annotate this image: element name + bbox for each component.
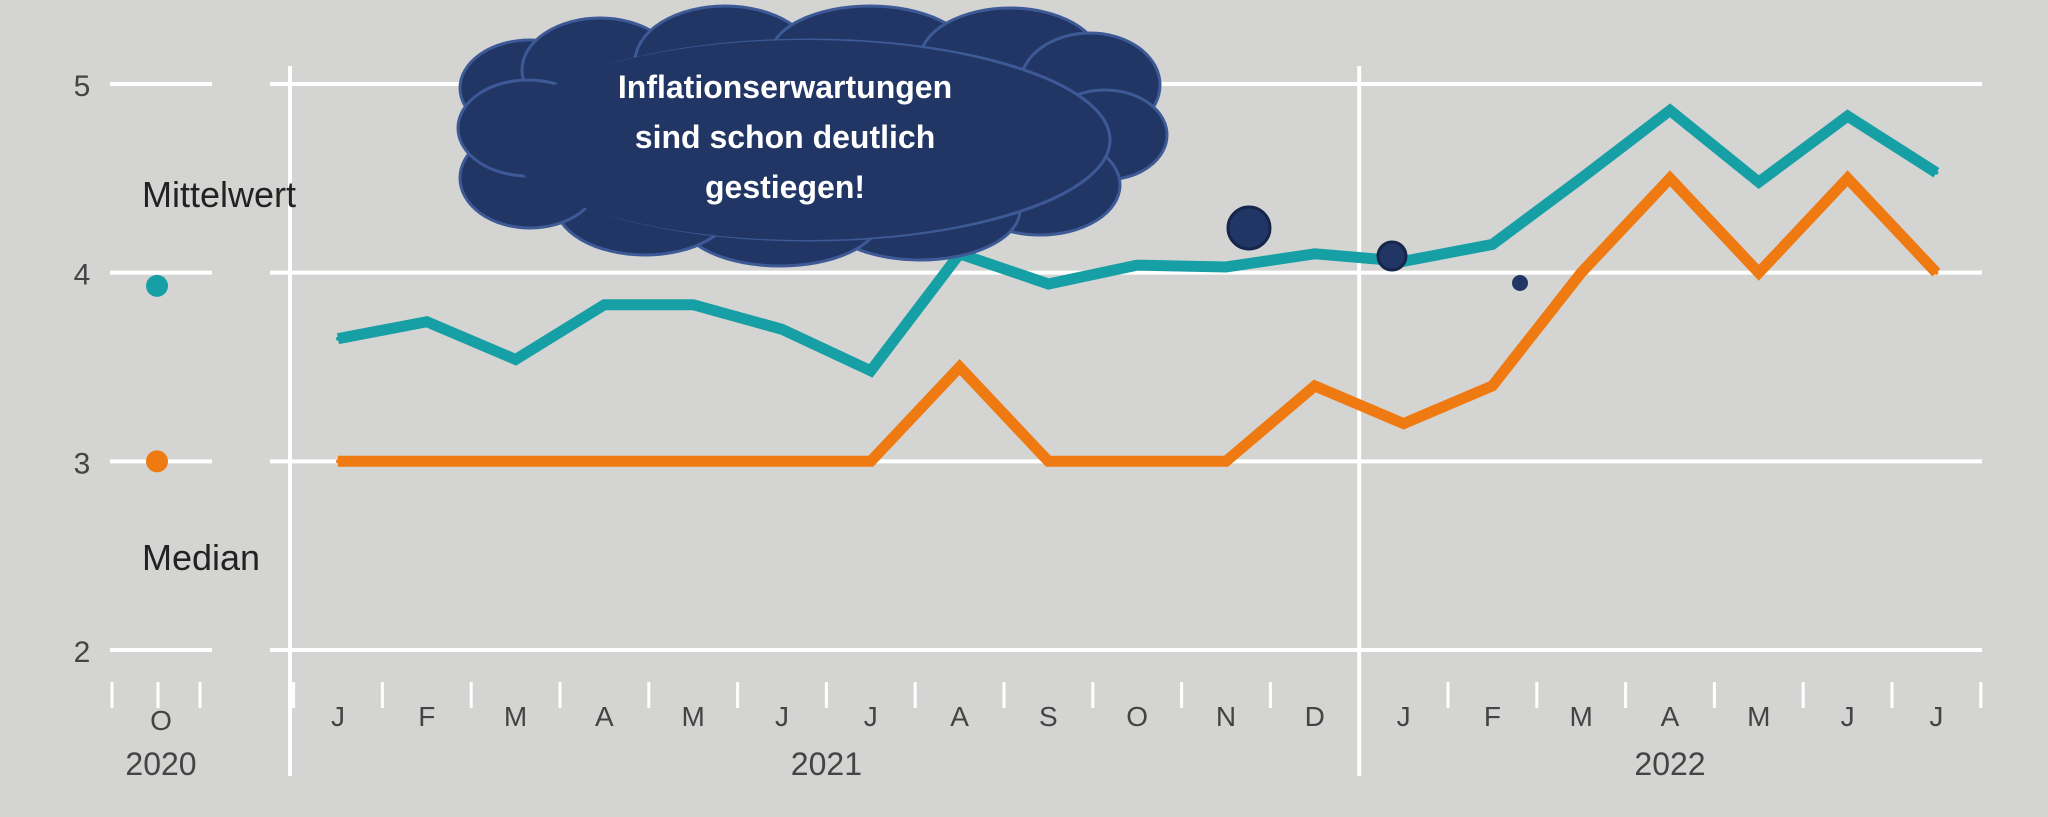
legend-dot-median [146,450,168,473]
data-point-median [1934,270,1939,275]
legend-label-mittelwert: Mittelwert [142,174,296,215]
x-tick-label: M [1747,701,1770,732]
data-point-median [868,459,873,464]
x-tick-label: J [331,701,345,732]
legend-year-label: 2020 [125,746,196,782]
thought-bubble-trail [1226,205,1272,251]
annotation-text-line: gestiegen! [705,169,865,205]
data-point-mittelwert [424,319,429,324]
data-point-median [1579,270,1584,275]
data-point-median [336,459,340,464]
data-point-mittelwert [1490,242,1495,247]
data-point-median [1312,383,1317,388]
x-tick-label: J [864,701,878,732]
y-tick-label: 4 [74,259,91,292]
x-tick-label: M [682,701,705,732]
x-tick-label: J [1397,701,1411,732]
x-tick-label: A [595,701,614,732]
year-label: 2021 [791,746,862,782]
data-point-mittelwert [513,357,518,362]
data-point-median [602,459,607,464]
data-point-mittelwert [691,302,696,307]
x-tick-label: O [1126,701,1148,732]
annotation-text-line: sind schon deutlich [635,119,935,155]
data-point-mittelwert [1579,176,1584,181]
data-point-mittelwert [336,336,340,341]
x-tick-label: M [1570,701,1593,732]
data-point-median [1224,459,1228,464]
data-point-mittelwert [1934,170,1939,175]
data-point-median [691,459,696,464]
data-point-median [1845,176,1850,181]
x-tick-label: F [1484,701,1501,732]
data-point-median [1401,421,1406,426]
data-point-mittelwert [1135,263,1140,268]
data-point-mittelwert [1312,251,1317,256]
data-point-median [1046,459,1051,464]
y-tick-label: 5 [74,70,91,103]
data-point-median [1756,270,1761,275]
thought-bubble-trail [1512,275,1528,291]
x-tick-label: J [1929,701,1943,732]
data-point-median [1490,383,1495,388]
y-tick-label: 2 [74,636,91,669]
x-tick-label: D [1305,701,1325,732]
data-point-mittelwert [868,368,873,373]
legend-month-label: O [150,705,172,736]
data-point-median [780,459,784,464]
thought-bubble-trail [1376,240,1408,272]
x-tick-label: N [1216,701,1236,732]
legend-dot-mittelwert [146,274,168,297]
annotation-text-line: Inflationserwartungen [618,69,952,105]
data-point-median [1668,176,1672,181]
x-tick-label: M [504,701,527,732]
thought-bubble-cloud [505,40,1105,240]
data-point-mittelwert [1756,180,1761,185]
data-point-mittelwert [602,302,607,307]
data-point-mittelwert [1668,108,1672,113]
y-tick-label: 3 [74,447,91,480]
x-tick-label: S [1039,701,1058,732]
x-tick-label: A [950,701,969,732]
year-label: 2022 [1634,746,1705,782]
data-point-mittelwert [780,327,784,332]
data-point-mittelwert [1845,114,1850,119]
data-point-median [1135,459,1140,464]
x-tick-label: J [1841,701,1855,732]
x-tick-label: A [1661,701,1680,732]
x-tick-label: F [418,701,435,732]
x-tick-label: J [775,701,789,732]
data-point-mittelwert [1046,281,1051,286]
data-point-median [513,459,518,464]
legend-label-median: Median [142,537,260,578]
data-point-mittelwert [1224,265,1228,270]
data-point-median [957,365,962,369]
data-point-median [424,459,429,464]
